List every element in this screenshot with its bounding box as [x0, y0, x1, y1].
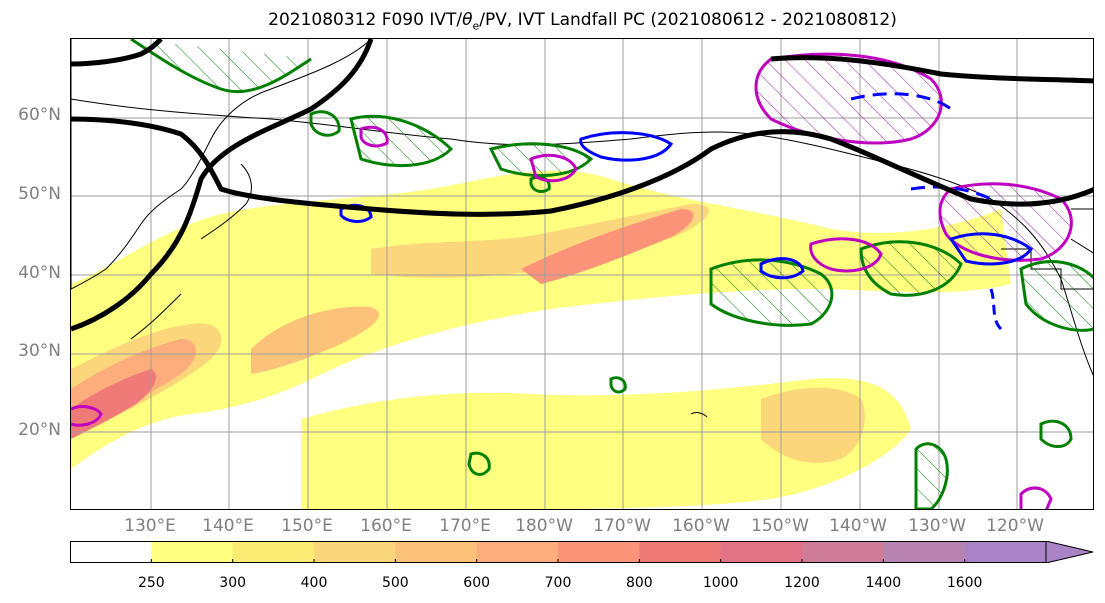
- colorbar-segment: [395, 541, 478, 563]
- colorbar-tick-label: 1400: [865, 575, 902, 591]
- colorbar-graphic: [70, 540, 1094, 564]
- colorbar-tick-label: 1600: [946, 575, 983, 591]
- colorbar-tick-label: 300: [219, 575, 247, 591]
- colorbar-tick-label: 600: [463, 575, 491, 591]
- jet-lines: [71, 39, 1093, 332]
- ivt-shading: [71, 170, 1011, 509]
- lon-label-120w: 120°W: [986, 516, 1044, 536]
- colorbar-tick-label: 800: [625, 575, 653, 591]
- map-title: 2021080312 F090 IVT/θe/PV, IVT Landfall …: [268, 10, 897, 33]
- lon-label-140e: 140°E: [202, 516, 254, 536]
- colorbar-segment: [720, 541, 803, 563]
- colorbar-tick-label: 250: [137, 575, 165, 591]
- lon-label-130e: 130°E: [124, 516, 176, 536]
- lon-label-130w: 130°W: [908, 516, 966, 536]
- lon-label-170e: 170°E: [439, 516, 491, 536]
- colorbar-segment: [639, 541, 722, 563]
- theta-e-contours: [130, 39, 1093, 509]
- pv-contours: [339, 92, 1034, 331]
- lon-label-170w: 170°W: [593, 516, 651, 536]
- lat-label-20n: 20°N: [18, 420, 61, 440]
- lon-label-160w: 160°W: [672, 516, 730, 536]
- colorbar-segment: [883, 541, 966, 563]
- lat-label-40n: 40°N: [18, 263, 61, 283]
- lon-label-180w: 180°W: [515, 516, 573, 536]
- colorbar-segment: [70, 541, 152, 563]
- map-canvas: [71, 39, 1093, 509]
- colorbar-extend-arrow: [1045, 540, 1094, 564]
- lat-label-30n: 30°N: [18, 341, 61, 361]
- lat-label-60n: 60°N: [18, 105, 61, 125]
- colorbar-tick-label: 500: [381, 575, 409, 591]
- colorbar-tick-label: 400: [300, 575, 328, 591]
- colorbar-segment: [802, 541, 884, 563]
- colorbar-segment: [314, 541, 396, 563]
- colorbar: [70, 540, 1094, 564]
- lon-label-140w: 140°W: [829, 516, 887, 536]
- colorbar-segment: [232, 541, 315, 563]
- lat-label-50n: 50°N: [18, 184, 61, 204]
- colorbar-segment: [151, 541, 234, 563]
- colorbar-tick-label: 1000: [702, 575, 739, 591]
- colorbar-segment: [476, 541, 559, 563]
- colorbar-tick-label: 700: [544, 575, 572, 591]
- lon-label-160e: 160°E: [360, 516, 412, 536]
- lon-label-150e: 150°E: [281, 516, 333, 536]
- map-panel[interactable]: [70, 38, 1094, 510]
- colorbar-segment: [558, 541, 640, 563]
- lon-label-150w: 150°W: [751, 516, 809, 536]
- colorbar-tick-label: 1200: [784, 575, 820, 591]
- colorbar-segment: [964, 541, 1047, 563]
